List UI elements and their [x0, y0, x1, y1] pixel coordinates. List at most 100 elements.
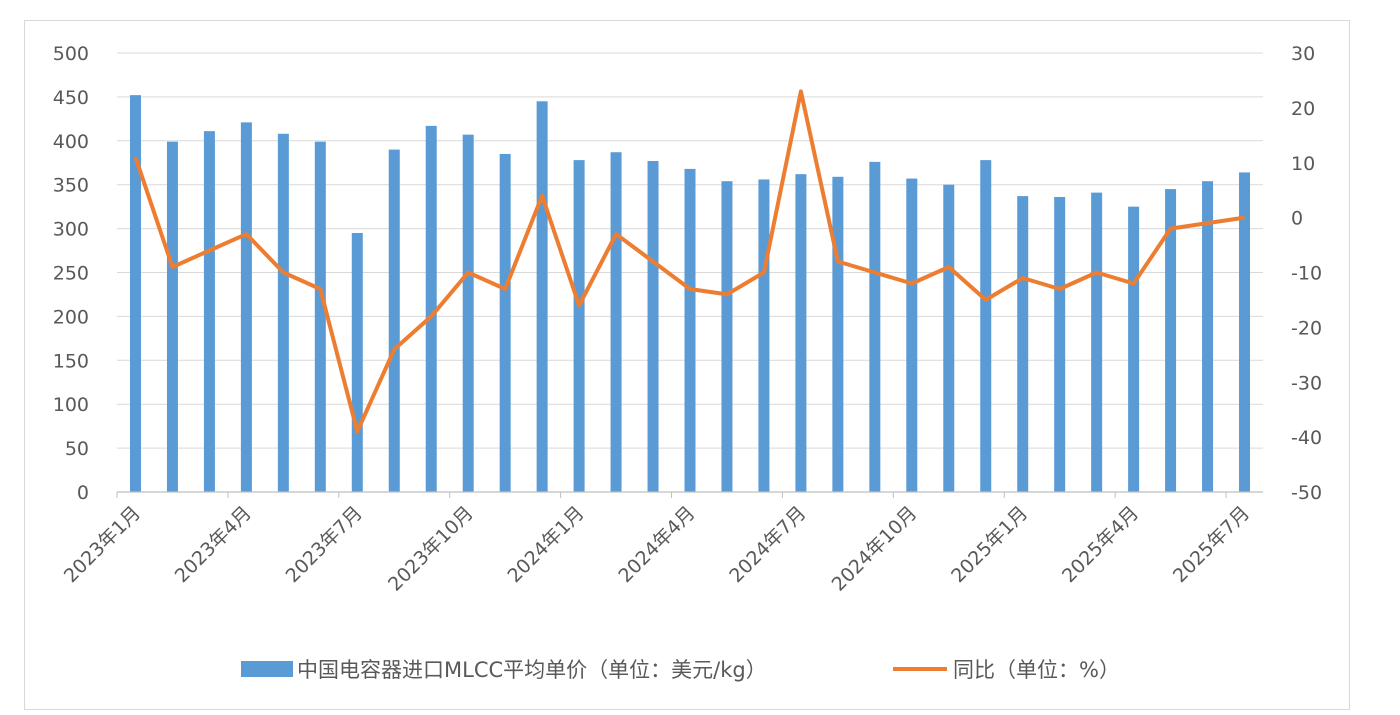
line-point [1022, 277, 1024, 279]
x-tick-label: 2024年4月 [614, 502, 699, 587]
left-tick-label: 250 [53, 263, 89, 285]
bar [869, 161, 881, 492]
line-point [504, 288, 506, 290]
left-tick-label: 450 [53, 87, 89, 109]
line-point [985, 299, 987, 301]
bar [388, 149, 400, 492]
line-point [393, 348, 395, 350]
line-point [282, 272, 284, 273]
line-point [319, 288, 321, 290]
line-point [208, 250, 210, 252]
line-point [430, 315, 432, 317]
bar [462, 134, 474, 492]
bar [1165, 189, 1177, 492]
line-point [948, 266, 950, 268]
bar [684, 168, 696, 492]
legend-bar-swatch [241, 661, 293, 677]
bar [906, 178, 918, 492]
line-point [1133, 282, 1135, 284]
x-tick-label: 2025年4月 [1058, 502, 1143, 587]
bar [129, 95, 141, 493]
left-tick-label: 300 [53, 219, 89, 241]
left-tick-label: 0 [77, 482, 89, 504]
x-tick-label: 2023年4月 [171, 502, 256, 587]
line-point [1207, 222, 1209, 224]
bar [351, 232, 363, 493]
x-tick-label: 2023年10月 [384, 502, 478, 596]
right-tick-label: 30 [1291, 43, 1315, 65]
line-series [133, 89, 1246, 434]
line-point [615, 233, 617, 235]
bar [1054, 196, 1066, 492]
x-tick-label: 2024年7月 [725, 502, 810, 587]
line-point [467, 272, 469, 273]
line-point [874, 272, 876, 273]
line-point [837, 261, 839, 263]
left-tick-label: 350 [53, 175, 89, 197]
line-point [1244, 217, 1246, 219]
left-tick-label: 500 [53, 43, 89, 65]
bar-series [129, 95, 1251, 493]
line-point [763, 272, 765, 273]
right-tick-label: -30 [1291, 372, 1322, 394]
bar [980, 160, 992, 492]
x-tick-label: 2023年1月 [60, 502, 145, 587]
bar [943, 184, 955, 492]
bar [240, 122, 252, 492]
right-tick-label: 10 [1291, 153, 1315, 175]
x-tick-label: 2023年7月 [282, 502, 367, 587]
left-tick-label: 150 [53, 350, 89, 372]
bar [795, 174, 807, 492]
bar [1091, 192, 1103, 493]
legend-line-label: 同比（单位：%） [953, 658, 1120, 682]
bar [573, 160, 585, 492]
right-tick-label: -50 [1291, 482, 1322, 504]
right-tick-label: 0 [1291, 208, 1303, 230]
line-point [578, 304, 580, 306]
line-point [800, 90, 802, 92]
bar [1239, 172, 1251, 492]
left-tick-label: 200 [53, 306, 89, 328]
bar [1202, 181, 1214, 493]
line-point [1096, 272, 1098, 273]
legend-bar-label: 中国电容器进口MLCC平均单价（单位：美元/kg） [297, 658, 767, 682]
bar [1017, 196, 1029, 492]
line-point [356, 431, 358, 433]
x-tick-label: 2025年1月 [947, 502, 1032, 587]
line-point [541, 195, 543, 197]
line-point [911, 282, 913, 284]
bar [536, 101, 548, 492]
x-tick-label: 2025年7月 [1169, 502, 1254, 587]
x-tick-label: 2024年10月 [828, 502, 922, 596]
bar [1128, 206, 1140, 492]
bar [832, 176, 844, 492]
left-tick-label: 400 [53, 131, 89, 153]
line-point [689, 288, 691, 290]
right-tick-label: -20 [1291, 317, 1322, 339]
line-point [171, 266, 173, 268]
line-point [245, 233, 247, 235]
axes [116, 491, 1263, 498]
bar [499, 153, 511, 492]
left-tick-label: 50 [65, 438, 89, 460]
line-point [1059, 288, 1061, 290]
bar [758, 179, 770, 492]
bar [721, 181, 733, 493]
bar [203, 131, 215, 492]
line-point [652, 261, 654, 263]
bar [277, 133, 289, 492]
bar [166, 141, 178, 492]
bar [647, 160, 659, 492]
legend: 中国电容器进口MLCC平均单价（单位：美元/kg） 同比（单位：%） [241, 658, 1120, 682]
line-point [1170, 228, 1172, 230]
right-tick-label: -40 [1291, 427, 1322, 449]
left-axis-ticks: 0 50 100 150 200 250 300 350 400 450 500 [53, 43, 89, 504]
right-tick-label: 20 [1291, 98, 1315, 120]
line-point [134, 156, 136, 158]
bar [314, 141, 326, 492]
right-axis-ticks: -50 -40 -30 -20 -10 0 10 20 30 [1291, 43, 1322, 504]
left-tick-label: 100 [53, 394, 89, 416]
bar [425, 125, 437, 493]
chart-frame: 0 50 100 150 200 250 300 350 400 450 500 -50 -40 -30… [24, 20, 1350, 710]
